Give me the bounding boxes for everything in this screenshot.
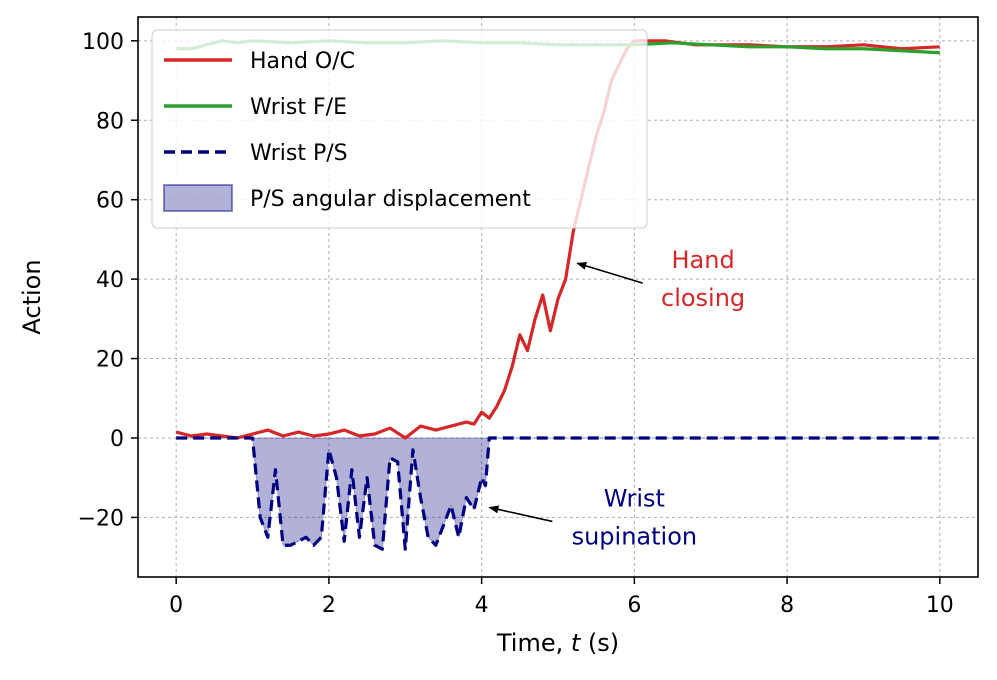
y-tick-label: 80	[96, 109, 124, 134]
annotation-1-line: Wrist	[604, 484, 665, 512]
x-axis-label: Time, t (s)	[496, 629, 619, 657]
y-tick-label: 0	[110, 427, 124, 452]
y-tick-label: 60	[96, 189, 124, 214]
x-axis-label-prefix: Time,	[496, 629, 571, 657]
x-tick-label: 4	[475, 593, 489, 618]
legend-label-hand-o-c: Hand O/C	[250, 49, 355, 74]
y-tick-label: 100	[82, 30, 124, 55]
legend-label-wrist-p-s: Wrist P/S	[250, 141, 348, 166]
x-tick-label: 6	[627, 593, 641, 618]
annotation-0-arrow	[576, 262, 643, 284]
x-tick-label: 2	[322, 593, 336, 618]
plot-frame	[137, 16, 979, 578]
legend-label-wrist-f-e: Wrist F/E	[250, 95, 347, 120]
legend-box	[151, 29, 648, 229]
axis-ticks	[131, 40, 941, 584]
y-tick-label: −20	[78, 506, 124, 531]
annotation-1-arrow	[488, 505, 553, 523]
legend-swatch-p-s-angular-displacement	[163, 184, 233, 212]
legend: Hand O/C Wrist F/E Wrist P/S P/S angular di…	[151, 29, 648, 229]
legend-label-p-s-angular-displacement: P/S angular displacement	[250, 187, 531, 212]
series-line-wrist-p-s	[176, 436, 940, 551]
annotation-1-line: supination	[572, 522, 698, 550]
y-tick-label: 20	[96, 348, 124, 373]
tick-labels: 0 2 4 6 8 10 −20 0 20 40 60 80 100	[78, 30, 954, 618]
x-axis-label-variable: t	[571, 629, 582, 657]
annotation-0-line: closing	[661, 284, 745, 312]
annotation-0-line: Hand	[671, 246, 734, 274]
y-tick-label: 40	[96, 268, 124, 293]
x-tick-label: 0	[169, 593, 183, 618]
annotations: Hand closing Wrist supination	[488, 246, 745, 550]
x-tick-label: 10	[926, 593, 954, 618]
x-tick-label: 8	[780, 593, 794, 618]
y-axis-label: Action	[18, 259, 46, 334]
x-axis-label-suffix: (s)	[580, 629, 619, 657]
